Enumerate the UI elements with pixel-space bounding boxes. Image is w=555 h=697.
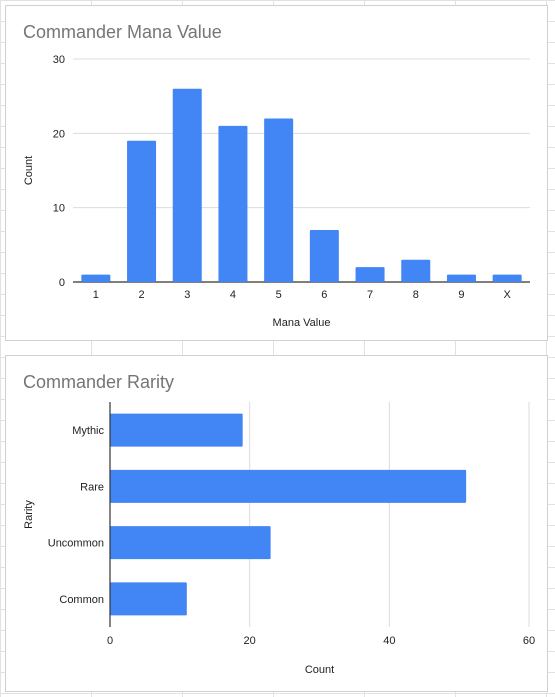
x-axis-label: Count: [305, 664, 334, 676]
bar: [172, 88, 202, 282]
x-tick-label: 4: [230, 289, 236, 301]
bar: [110, 582, 187, 616]
bar: [264, 118, 294, 282]
bar: [110, 526, 271, 560]
bar: [110, 469, 467, 503]
x-tick-label: 1: [93, 289, 99, 301]
x-tick-label: 7: [367, 289, 373, 301]
bar: [110, 413, 243, 447]
bar: [81, 274, 111, 282]
y-tick-label: 30: [53, 54, 65, 66]
x-axis-label: Mana Value: [273, 317, 331, 329]
x-tick-label: 0: [107, 635, 113, 647]
y-tick-label: 0: [59, 277, 65, 289]
x-tick-label: 3: [184, 289, 190, 301]
y-tick-label: 20: [53, 128, 65, 140]
bar: [446, 274, 476, 282]
y-axis-label: Count: [23, 156, 35, 185]
y-tick-label: 10: [53, 203, 65, 215]
y-tick-label: Rare: [80, 481, 104, 493]
x-tick-label: 20: [244, 635, 256, 647]
x-tick-label: 40: [383, 635, 395, 647]
rarity-chart-title: Commander Rarity: [23, 372, 175, 392]
x-tick-label: 6: [321, 289, 327, 301]
bar: [127, 140, 157, 282]
bar: [355, 267, 385, 282]
mana-chart-plot: 0 10 20 30 1 2 3 4 5 6 7 8 9 X Mana Value Count: [23, 54, 530, 329]
mana-value-chart: Commander Mana Value 0 10 20 30 1 2 3 4 5 6 7 8 9 X Ma…: [5, 5, 548, 341]
bar: [309, 229, 339, 282]
rarity-chart-plot: 0 20 40 60 Mythic Rare Uncommon Common Count Rari…: [23, 402, 535, 676]
bar: [492, 274, 522, 282]
bar: [218, 125, 248, 283]
rarity-chart: Commander Rarity 0 20 40 60 Mythic Rare Uncomm…: [5, 355, 548, 692]
y-axis-label: Rarity: [23, 500, 35, 529]
x-tick-label: X: [503, 289, 511, 301]
y-tick-label: Uncommon: [48, 538, 104, 550]
y-tick-label: Common: [59, 594, 104, 606]
x-tick-label: 60: [523, 635, 535, 647]
bar: [401, 259, 431, 282]
x-tick-label: 2: [138, 289, 144, 301]
y-tick-label: Mythic: [72, 425, 104, 437]
x-tick-label: 8: [413, 289, 419, 301]
x-tick-label: 5: [276, 289, 282, 301]
mana-chart-title: Commander Mana Value: [23, 22, 222, 42]
x-tick-label: 9: [458, 289, 464, 301]
